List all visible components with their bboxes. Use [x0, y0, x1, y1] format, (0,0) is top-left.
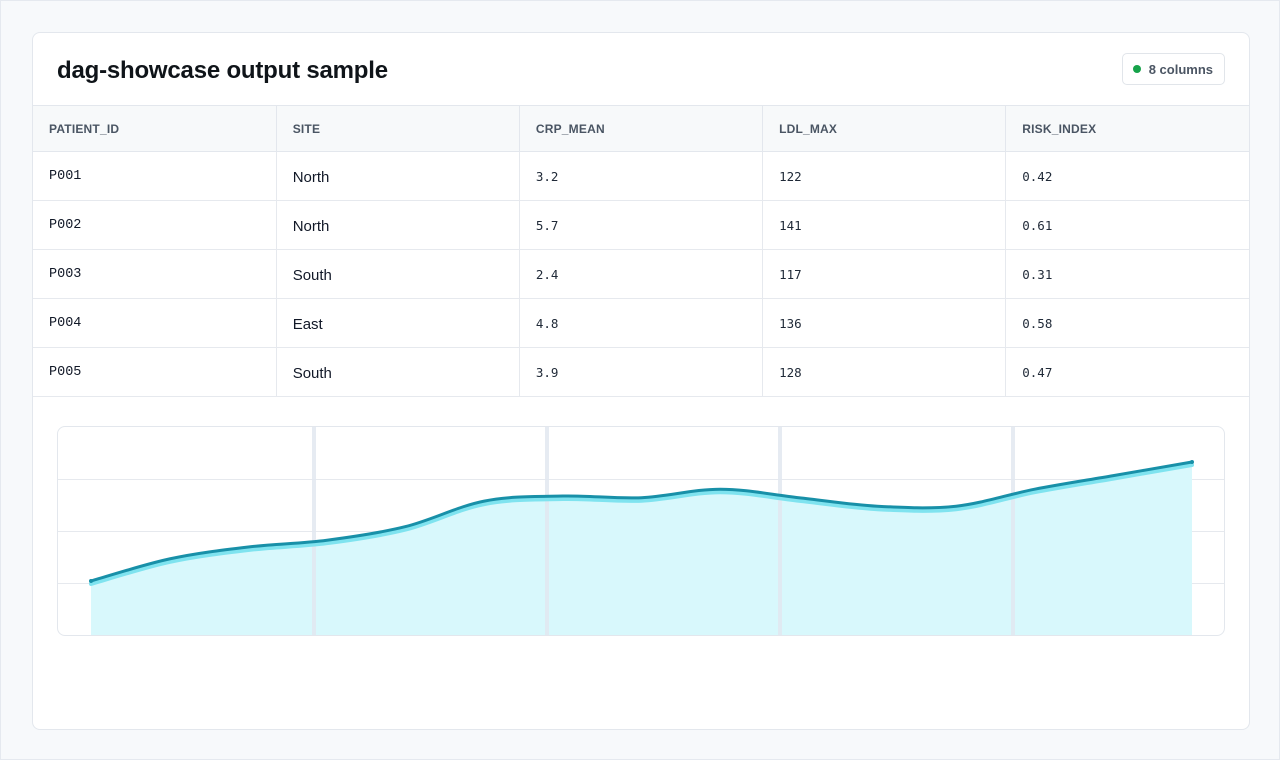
- table-row: P003 South 2.4 117 0.31: [33, 249, 1249, 299]
- card-title: dag-showcase output sample: [57, 57, 388, 84]
- data-table: PATIENT_ID SITE CRP_MEAN LDL_MAX RISK_IN…: [33, 105, 1249, 397]
- cell-crp-mean: 3.2: [519, 151, 764, 201]
- cell-crp-mean: 5.7: [519, 200, 764, 250]
- cell-patient-id: P003: [33, 249, 277, 299]
- area-chart: [57, 426, 1225, 636]
- cell-risk-index: 0.58: [1005, 298, 1249, 348]
- cell-risk-index: 0.61: [1005, 200, 1249, 250]
- cell-site: South: [276, 249, 520, 299]
- cell-ldl-max: 122: [762, 151, 1007, 201]
- cell-crp-mean: 2.4: [519, 249, 764, 299]
- table-row: P001 North 3.2 122 0.42: [33, 151, 1249, 201]
- cell-patient-id: P002: [33, 200, 277, 250]
- cell-patient-id: P001: [33, 151, 277, 201]
- chart-data-point: [89, 579, 93, 583]
- column-header-risk-index[interactable]: RISK_INDEX: [1005, 105, 1249, 152]
- cell-ldl-max: 141: [762, 200, 1007, 250]
- cell-ldl-max: 136: [762, 298, 1007, 348]
- chart-series-line-glow: [89, 463, 1194, 586]
- chart-vertical-gridline: [1011, 427, 1015, 635]
- chart-series-line: [89, 460, 1194, 583]
- area-chart-svg: [58, 427, 1224, 635]
- chart-vertical-gridline: [778, 427, 782, 635]
- columns-count-badge: 8 columns: [1121, 53, 1225, 85]
- cell-ldl-max: 128: [762, 347, 1007, 397]
- cell-site: East: [276, 298, 520, 348]
- cell-site: South: [276, 347, 520, 397]
- cell-site: North: [276, 151, 520, 201]
- column-header-crp-mean[interactable]: CRP_MEAN: [519, 105, 764, 152]
- cell-site: North: [276, 200, 520, 250]
- cell-risk-index: 0.47: [1005, 347, 1249, 397]
- cell-patient-id: P005: [33, 347, 277, 397]
- cell-ldl-max: 117: [762, 249, 1007, 299]
- chart-area-fill: [91, 462, 1192, 635]
- table-row: P002 North 5.7 141 0.61: [33, 200, 1249, 250]
- chart-vertical-gridline: [545, 427, 549, 635]
- column-header-ldl-max[interactable]: LDL_MAX: [762, 105, 1007, 152]
- columns-count-label: 8 columns: [1148, 61, 1213, 77]
- table-row: P005 South 3.9 128 0.47: [33, 347, 1249, 397]
- data-table-container: PATIENT_ID SITE CRP_MEAN LDL_MAX RISK_IN…: [33, 105, 1249, 397]
- status-dot-icon: [1132, 65, 1141, 73]
- column-header-site[interactable]: SITE: [276, 105, 520, 152]
- cell-crp-mean: 4.8: [519, 298, 764, 348]
- table-header-row: PATIENT_ID SITE CRP_MEAN LDL_MAX RISK_IN…: [33, 105, 1249, 152]
- cell-risk-index: 0.31: [1005, 249, 1249, 299]
- chart-data-point: [1190, 460, 1194, 464]
- card-header: dag-showcase output sample 8 columns: [33, 33, 1249, 106]
- output-sample-card: dag-showcase output sample 8 columns PAT…: [32, 32, 1250, 730]
- cell-risk-index: 0.42: [1005, 151, 1249, 201]
- column-header-patient-id[interactable]: PATIENT_ID: [33, 105, 277, 152]
- chart-vertical-gridline: [312, 427, 316, 635]
- table-row: P004 East 4.8 136 0.58: [33, 298, 1249, 348]
- cell-patient-id: P004: [33, 298, 277, 348]
- cell-crp-mean: 3.9: [519, 347, 764, 397]
